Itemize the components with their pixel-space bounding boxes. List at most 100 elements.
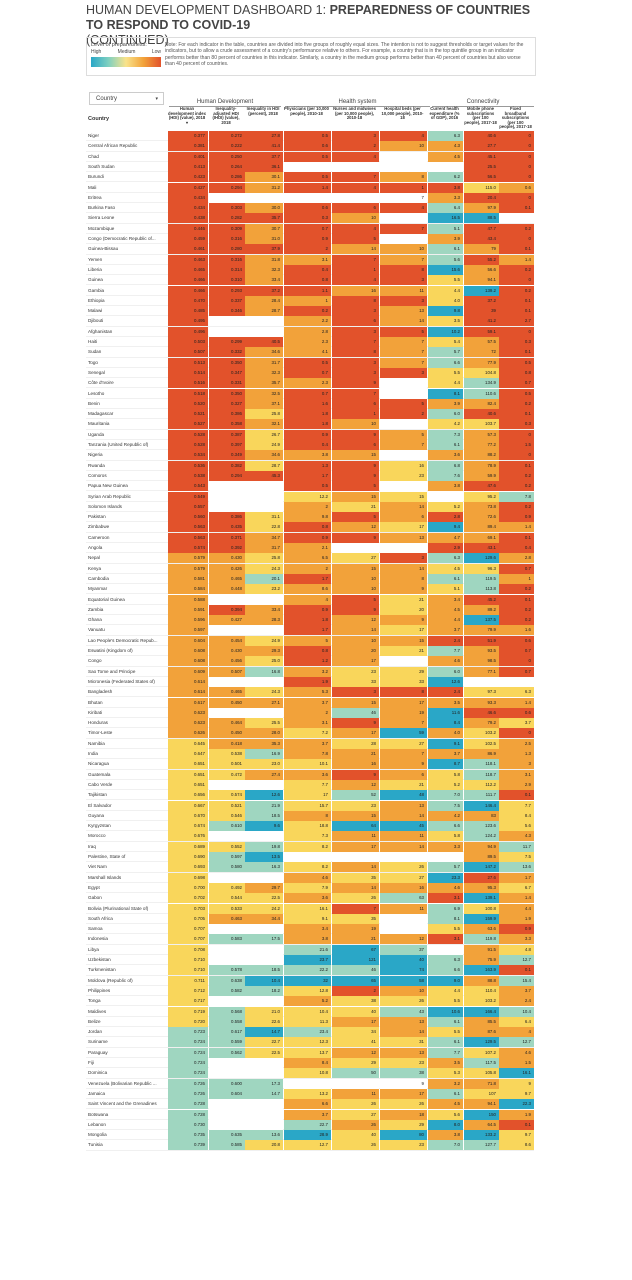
table-cell: 3.9	[428, 234, 463, 244]
table-cell: 0.690	[168, 852, 208, 862]
table-row: Lao People's Democratic Repub... 0.604 0.4…	[86, 635, 534, 646]
table-cell: 0.582	[209, 985, 245, 996]
table-cell: 110.4	[464, 985, 499, 996]
table-cell: 4.4	[428, 985, 463, 996]
country-name: Zambia	[88, 606, 104, 612]
column-header-1[interactable]: Human development index (HDI) (value), 2…	[168, 106, 206, 125]
table-cell: 0	[499, 161, 534, 172]
table-cell: 0.626	[168, 728, 208, 739]
table-cell: 33.4	[245, 275, 283, 286]
column-header-2[interactable]: Inequality-adjusted HDI (IHDI) (value), …	[212, 106, 240, 125]
table-cell: 133.2	[464, 1130, 499, 1141]
table-cell: 139.1	[464, 893, 499, 904]
table-cell: 0.2	[499, 398, 534, 409]
country-name: Congo	[88, 658, 102, 664]
table-cell: 0.600	[209, 1078, 245, 1089]
table-cell: 27	[332, 1109, 379, 1120]
table-cell: 19	[380, 707, 427, 718]
table-cell: 10	[332, 584, 379, 595]
table-cell: 0	[499, 656, 534, 667]
table-cell: 2.9	[428, 543, 463, 553]
table-cell: 29	[380, 666, 427, 677]
table-cell	[209, 944, 245, 955]
table-cell: 23.4	[284, 1027, 331, 1038]
table-cell: 0.9	[499, 924, 534, 935]
table-cell: 1.7	[284, 625, 331, 636]
column-header-0[interactable]: Country	[88, 116, 110, 122]
table-cell: 7.9	[284, 882, 331, 893]
table-cell	[380, 450, 427, 461]
table-cell: 43.1	[464, 543, 499, 553]
table-cell: 147.2	[464, 862, 499, 873]
table-cell: 8.4	[284, 1058, 331, 1068]
table-cell: 88.5	[464, 213, 499, 224]
table-cell	[209, 1099, 245, 1110]
country-name: Ghana	[88, 617, 102, 623]
table-cell: 3	[332, 131, 379, 141]
table-cell: 5.7	[428, 347, 463, 358]
country-name: Samoa	[88, 926, 103, 932]
country-name: Guatemala	[88, 771, 111, 777]
table-cell: 18.5	[245, 965, 283, 976]
table-cell: 0.580	[209, 862, 245, 873]
table-cell: 118.7	[464, 769, 499, 780]
table-cell: 34.6	[245, 450, 283, 461]
column-header-5[interactable]: Nurses and midwives (per 10,000 people),…	[333, 106, 376, 121]
table-cell: 0.703	[168, 903, 208, 914]
table-cell: 14	[332, 882, 379, 893]
country-name: South Sudan	[88, 163, 115, 169]
table-cell: 21.0	[245, 1006, 283, 1017]
table-cell: 0.299	[209, 337, 245, 347]
table-cell: 1.8	[284, 409, 331, 420]
column-header-8[interactable]: Mobile phone subscriptions (per 100 peop…	[464, 106, 497, 125]
table-cell: 9.0	[428, 975, 463, 986]
table-row: Guinea 0.466 0.310 33.4 0.8 4 3 5.5 94.1 0	[86, 275, 534, 286]
table-cell: 17	[380, 1088, 427, 1099]
table-cell: 9	[332, 532, 379, 543]
table-cell: 0.8	[499, 367, 534, 378]
column-header-9[interactable]: Fixed broadband subscriptions (per 100 p…	[499, 106, 532, 130]
table-row: Belize 0.720 0.558 22.6 11.3 17 13 6.1 85.5 6.4	[86, 1016, 534, 1028]
table-cell: 0.546	[209, 810, 245, 821]
table-cell: 14	[380, 810, 427, 821]
table-cell: 83	[464, 810, 499, 821]
table-cell: 1.3	[499, 749, 534, 759]
table-cell	[428, 161, 463, 172]
table-cell: 0.513	[168, 357, 208, 368]
table-cell: 57.5	[464, 337, 499, 347]
table-cell: 0.568	[209, 1006, 245, 1017]
table-cell: 22.5	[245, 1047, 283, 1058]
country-name: Guinea-Bissau	[88, 246, 119, 252]
table-cell: 0.280	[209, 244, 245, 255]
table-cell: 57.3	[464, 429, 499, 440]
table-cell: 0.371	[209, 532, 245, 543]
column-header-4[interactable]: Physicians (per 10,000 people), 2010-18	[284, 106, 329, 116]
table-cell: 40	[332, 1006, 379, 1017]
table-cell: 2.8	[499, 553, 534, 564]
table-cell	[380, 852, 427, 862]
column-header-6[interactable]: Hospital beds (per 10,000 people), 2010-…	[381, 106, 424, 121]
legend-low: Low	[151, 49, 161, 55]
table-cell: 9.8	[428, 306, 463, 317]
country-filter-dropdown[interactable]: Country ▾	[89, 92, 164, 105]
table-cell: 0.465	[209, 573, 245, 584]
table-cell: 89.2	[464, 604, 499, 615]
table-cell: 37.2	[245, 285, 283, 296]
table-cell: 5.6	[428, 1109, 463, 1120]
table-cell: 6.6	[428, 965, 463, 976]
table-cell: 24.2	[245, 903, 283, 914]
table-cell: 18.5	[245, 810, 283, 821]
table-row: Samoa 0.707 3.4 19 5.5 63.6 0.9	[86, 924, 534, 935]
table-cell: 8.1	[428, 913, 463, 924]
table-cell: 127.7	[464, 1140, 499, 1151]
table-cell: 0.724	[168, 1047, 208, 1058]
table-cell: 7	[332, 903, 379, 914]
column-header-3[interactable]: Inequality in HDI (percent), 2018	[246, 106, 280, 116]
column-header-7[interactable]: Current health expenditure (% of GDP), 2…	[429, 106, 460, 121]
table-cell: 93.3	[464, 697, 499, 708]
country-name: India	[88, 751, 98, 756]
table-row: Madagascar 0.521 0.386 25.8 1.8 1 2 6.0 40.6 0.1	[86, 409, 534, 420]
table-cell: 14	[380, 1027, 427, 1038]
country-name: Dominica	[88, 1070, 108, 1076]
table-cell: 2.8	[428, 512, 463, 523]
